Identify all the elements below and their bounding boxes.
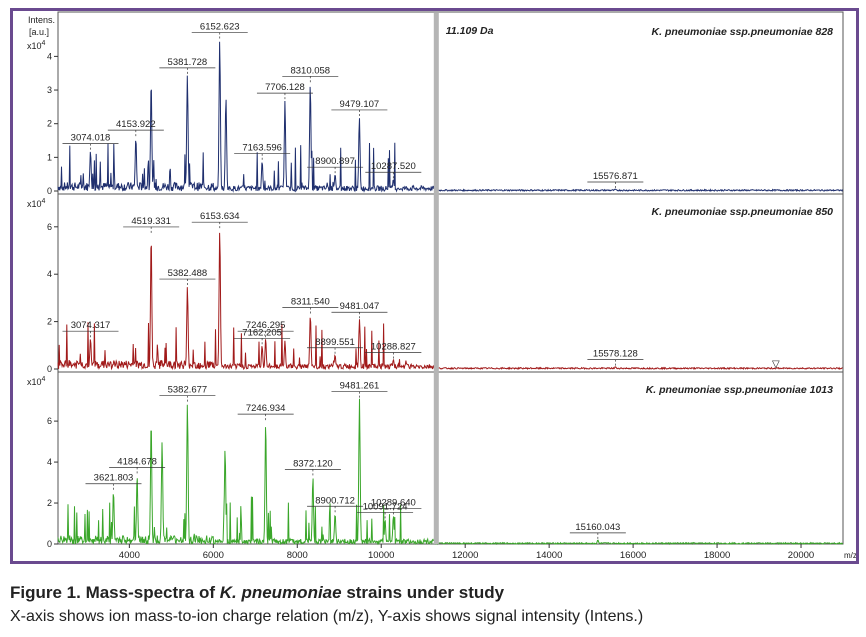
series-name: K. pneumoniae ssp.pneumoniae 828 xyxy=(652,26,834,38)
peak-label: 10091.724 xyxy=(363,501,408,512)
peak-label: 4153.922 xyxy=(116,119,156,130)
x-axis-unit: m/z xyxy=(844,551,856,560)
x-tick-label: 16000 xyxy=(620,550,646,561)
figure-caption: Figure 1. Mass-spectra of K. pneumoniae … xyxy=(10,582,860,628)
peak-label: 8310.058 xyxy=(290,65,330,76)
peak-label: 5382.488 xyxy=(168,268,208,279)
peak-label: 7706.128 xyxy=(265,82,305,93)
peak-label: 5382.677 xyxy=(168,385,208,396)
peak-label: 7246.934 xyxy=(246,403,286,414)
caption-title: Figure 1. Mass-spectra of K. pneumoniae … xyxy=(10,582,860,604)
caption-title-species: K. pneumoniae xyxy=(219,583,342,602)
y-tick-label: 2 xyxy=(47,498,52,508)
y-tick-label: 0 xyxy=(47,539,52,549)
peak-label: 9481.047 xyxy=(340,301,380,312)
peak-label: 6152.623 xyxy=(200,22,240,33)
mass-spectra-chart: 01234x104Intens.[a.u.]3074.0184153.92253… xyxy=(27,11,856,561)
caption-title-suffix: strains under study xyxy=(341,583,505,602)
y-tick-label: 4 xyxy=(47,51,52,61)
x-tick-label: 14000 xyxy=(536,550,562,561)
y-tick-label: 3 xyxy=(47,85,52,95)
y-tick-label: 0 xyxy=(47,364,52,374)
peak-label: 5381.728 xyxy=(168,57,208,68)
peak-label: 15578.128 xyxy=(593,349,638,360)
y-tick-label: 0 xyxy=(47,186,52,196)
x-tick-label: 6000 xyxy=(203,550,224,561)
mass-shift-annotation: 11.109 Da xyxy=(446,25,494,37)
y-tick-label: 1 xyxy=(47,152,52,162)
peak-label: 7163.596 xyxy=(242,143,282,154)
y-scale-label: x104 xyxy=(27,40,46,51)
peak-label: 8311.540 xyxy=(291,296,330,307)
series-name: K. pneumoniae ssp.pneumoniae 1013 xyxy=(646,384,833,396)
peak-label: 3074.018 xyxy=(71,133,111,144)
x-tick-label: 12000 xyxy=(452,550,478,561)
x-tick-label: 10000 xyxy=(368,550,394,561)
peak-label: 8900.897 xyxy=(315,156,355,167)
gap-divider xyxy=(433,13,439,544)
peak-label: 9481.261 xyxy=(340,381,380,392)
series-name: K. pneumoniae ssp.pneumoniae 850 xyxy=(652,206,834,218)
peak-label: 15576.871 xyxy=(593,171,638,182)
peak-label: 7162.205 xyxy=(242,327,282,338)
peak-label: 6153.634 xyxy=(200,211,240,222)
spectrum-series-line xyxy=(57,398,844,546)
y-scale-label: x104 xyxy=(27,376,46,387)
peak-label: 8372.120 xyxy=(293,458,333,469)
spectrum-series-line xyxy=(57,232,843,371)
y-tick-label: 2 xyxy=(47,119,52,129)
peak-label: 8899.551 xyxy=(315,337,355,348)
x-tick-label: 20000 xyxy=(788,550,814,561)
peak-label: 8900.712 xyxy=(315,495,355,506)
x-tick-label: 8000 xyxy=(287,550,308,561)
y-tick-label: 6 xyxy=(47,416,52,426)
peak-marker-triangle: ▽ xyxy=(772,359,780,370)
spectrum-series-line xyxy=(57,41,844,193)
caption-title-prefix: Figure 1. Mass-spectra of xyxy=(10,583,220,602)
peak-label: 9479.107 xyxy=(340,99,380,110)
y-tick-label: 6 xyxy=(47,222,52,232)
y-scale-label: x104 xyxy=(27,198,46,209)
peak-label: 15160.043 xyxy=(575,522,620,533)
mass-spectra-figure: 0 1 2 3 4 x104 Intens. [a.u.] 3074.018 4153.922 53… xyxy=(10,8,859,564)
peak-label: 10289.640 xyxy=(371,497,416,508)
peak-label: 3074.317 xyxy=(71,320,111,331)
y-axis-label: Intens. xyxy=(28,15,55,25)
peak-label: 7246.295 xyxy=(246,320,286,331)
caption-text: X-axis shows ion mass-to-ion charge rela… xyxy=(10,608,644,625)
y-axis-unit: [a.u.] xyxy=(29,27,49,37)
x-tick-label: 4000 xyxy=(119,550,140,561)
y-tick-label: 4 xyxy=(47,269,52,279)
x-tick-label: 18000 xyxy=(704,550,730,561)
y-tick-label: 4 xyxy=(47,457,52,467)
peak-label: 3621.803 xyxy=(94,473,134,484)
peak-label: 4184.678 xyxy=(117,456,157,467)
peak-label: 4519.331 xyxy=(131,216,171,227)
peak-label: 10287.520 xyxy=(371,161,416,172)
y-tick-label: 2 xyxy=(47,317,52,327)
peak-label: 10288.827 xyxy=(371,342,416,353)
